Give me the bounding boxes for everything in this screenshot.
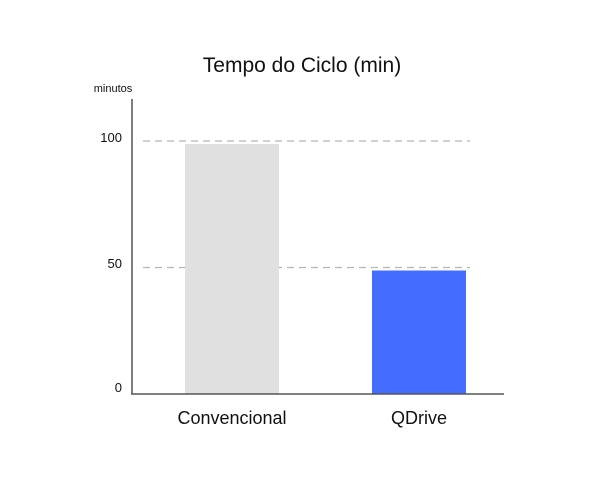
bars	[185, 144, 466, 394]
bar-convencional	[185, 144, 279, 394]
x-category-labels: Convencional QDrive	[177, 408, 447, 428]
y-tick-labels: 0 50 100	[100, 130, 122, 395]
y-tick-label: 0	[115, 380, 122, 395]
y-tick-label: 100	[100, 130, 122, 145]
bar-qdrive	[372, 270, 466, 394]
x-category-label: Convencional	[177, 408, 286, 428]
y-axis-unit-label: minutos	[94, 83, 133, 95]
x-category-label: QDrive	[391, 408, 447, 428]
y-tick-label: 50	[108, 256, 122, 271]
chart-title: Tempo do Ciclo (min)	[203, 54, 401, 77]
